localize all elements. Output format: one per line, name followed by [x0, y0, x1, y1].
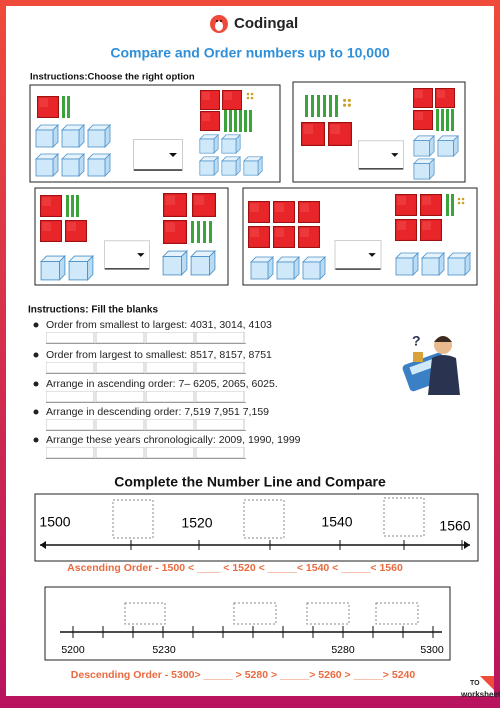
section-title: Complete the Number Line and Compare: [114, 474, 386, 490]
svg-text:?: ?: [412, 333, 421, 349]
brand-logo: [210, 15, 228, 33]
question-box: [29, 84, 281, 183]
order-text: Descending Order - 5300> _____ > 5280 > …: [71, 669, 416, 681]
instructions: Instructions: Fill the blanks: [28, 305, 158, 316]
list-item: Arrange in descending order: 7,519 7,951…: [46, 406, 269, 418]
tick-label: 1540: [321, 514, 352, 530]
tick-label: 5300: [420, 644, 444, 656]
title: Compare and Order numbers up to 10,000: [110, 45, 390, 61]
question-box: [242, 187, 478, 286]
tick-label: 1500: [39, 514, 70, 530]
number-line: 5200 5230 5280 5300: [44, 586, 451, 661]
tick-label: 5200: [61, 644, 85, 656]
logo-mark: TO: [470, 680, 480, 687]
tick-label: 5230: [152, 644, 176, 656]
tick-label: 1520: [181, 515, 212, 531]
number-line: 1500 1520 1540 1560: [34, 493, 479, 562]
order-text: Ascending Order - 1500 < ____ < 1520 < _…: [67, 562, 403, 574]
illustration: ?: [402, 333, 460, 395]
list-item: Order from largest to smallest: 8517, 81…: [46, 349, 272, 361]
question-box: [34, 187, 229, 286]
logo-text: worksheets: [460, 690, 500, 699]
list-item: Order from smallest to largest: 4031, 30…: [46, 319, 272, 331]
list-item: Arrange in ascending order: 7– 6205, 206…: [46, 378, 278, 390]
tick-label: 5280: [331, 644, 355, 656]
instructions: Instructions:Choose the right option: [30, 72, 195, 83]
question-box: [292, 81, 466, 183]
footer-logo: TO worksheets: [460, 676, 500, 699]
fill-blanks-list: Order from smallest to largest: 4031, 30…: [33, 319, 301, 459]
tick-label: 1560: [439, 518, 470, 534]
brand: Codingal: [234, 15, 298, 32]
list-item: Arrange these years chronologically: 200…: [46, 434, 301, 446]
